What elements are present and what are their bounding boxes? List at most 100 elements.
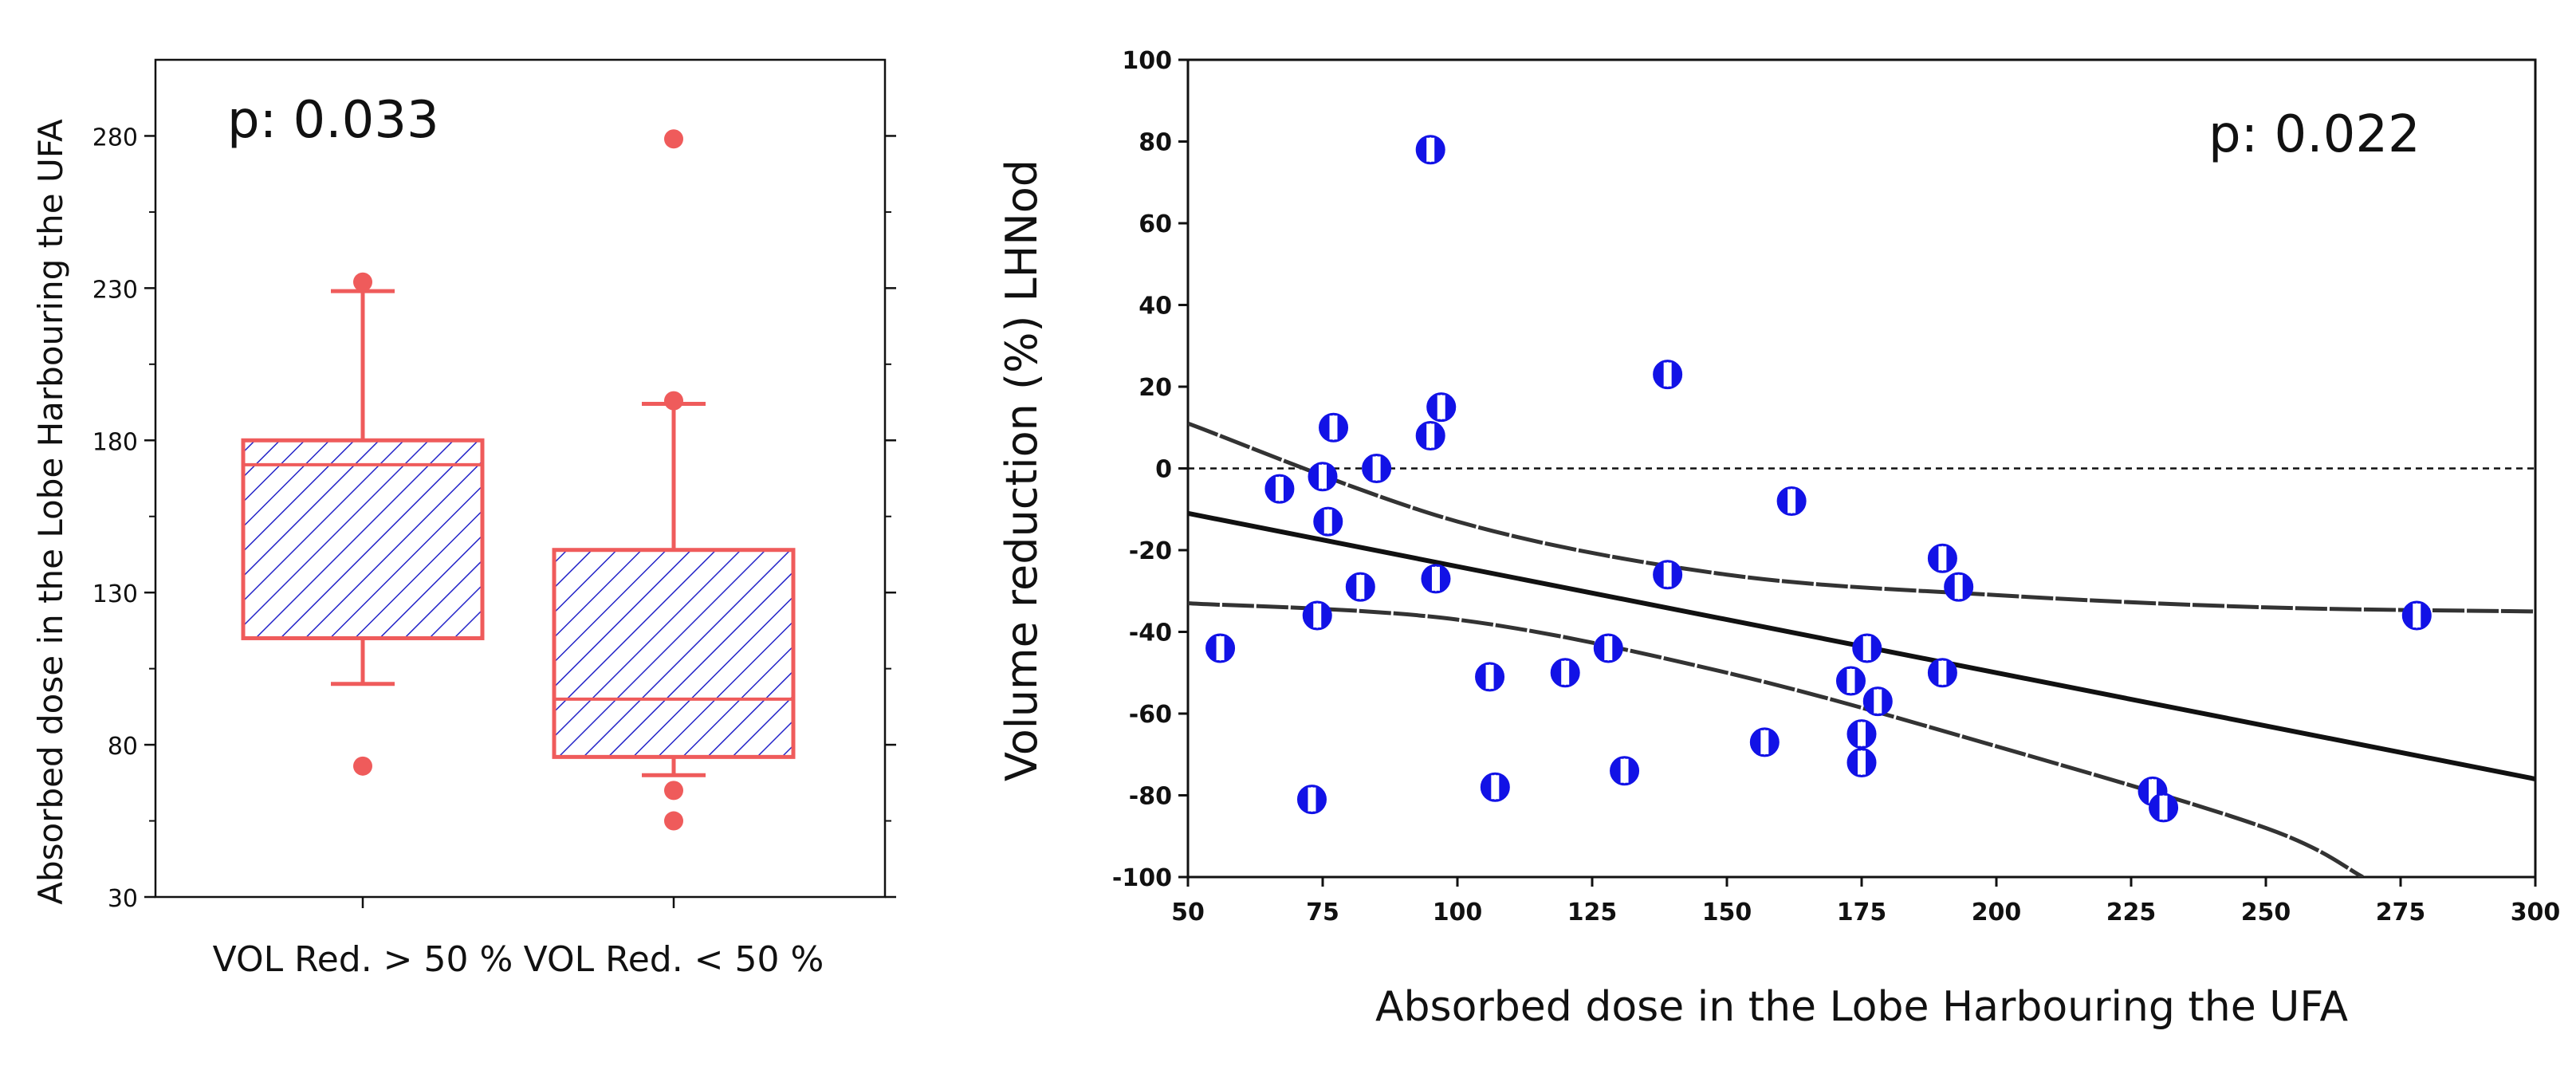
scatter-point — [1475, 662, 1505, 692]
scatter-point-fill-left — [1426, 393, 1441, 421]
scatter-point-fill-left — [1346, 573, 1360, 601]
scatter-point-highlight — [1954, 575, 1963, 600]
box-plot-box — [552, 548, 796, 759]
scatter-point-fill — [1490, 663, 1504, 690]
scatter-point-highlight — [1437, 395, 1445, 419]
box-plot-outlier-point — [664, 781, 683, 801]
scatter-point — [1653, 360, 1683, 390]
scatter-point-fill — [1323, 462, 1337, 490]
scatter-point-highlight — [1308, 787, 1316, 812]
scatter-y-tick-label: -100 — [1112, 864, 1172, 892]
scatter-point-fill-left — [1475, 663, 1489, 690]
scatter-point — [1205, 633, 1236, 663]
scatter-point-highlight — [1426, 423, 1435, 448]
scatter-point-highlight — [1862, 636, 1871, 660]
scatter-point — [1846, 748, 1877, 777]
scatter-y-tick-label: -40 — [1129, 620, 1172, 647]
scatter-point — [1302, 600, 1332, 631]
scatter-y-tick-label: 40 — [1139, 293, 1172, 321]
scatter-point-fill-left — [1847, 749, 1861, 777]
scatter-y-tick-label: -60 — [1129, 701, 1172, 729]
scatter-point — [1846, 719, 1877, 749]
box-plot-y-tick-label: 30 — [108, 885, 138, 913]
scatter-point-fill-left — [1836, 667, 1850, 694]
scatter-point-fill — [1334, 414, 1348, 442]
scatter-point-fill-left — [1481, 773, 1495, 801]
scatter-point-fill-left — [1297, 785, 1312, 813]
box-plot-outlier-point — [664, 391, 683, 411]
scatter-point-highlight — [1329, 415, 1338, 440]
box-plot-outlier-point — [664, 811, 683, 831]
scatter-x-tick-label: 75 — [1306, 899, 1339, 926]
scatter-point-fill — [1441, 393, 1456, 421]
box-plot-y-tick-label: 80 — [108, 733, 138, 761]
scatter-point-fill — [1436, 565, 1450, 592]
scatter-point — [1415, 421, 1445, 450]
scatter-x-tick-label: 200 — [1972, 899, 2022, 926]
scatter-point-fill-left — [2402, 602, 2417, 629]
box-plot-category-label: VOL Red. > 50 % — [213, 939, 513, 980]
scatter-point-fill-left — [1421, 565, 1435, 592]
scatter-y-tick-label: 60 — [1139, 210, 1172, 238]
scatter-point-highlight — [1485, 664, 1494, 689]
scatter-point-highlight — [2159, 795, 2168, 820]
scatter-point — [1653, 560, 1683, 590]
scatter-point — [1308, 462, 1338, 492]
scatter-point — [1944, 572, 1974, 602]
scatter-point-fill-left — [1264, 475, 1279, 503]
scatter-point-fill-left — [1653, 360, 1667, 388]
scatter-point-fill — [1959, 573, 1973, 601]
scatter-point-fill — [1377, 454, 1391, 482]
scatter-point-fill-left — [1847, 720, 1861, 748]
scatter-point — [1610, 756, 1640, 786]
scatter-point-fill-left — [1944, 573, 1958, 601]
box-plot-y-tick-label: 230 — [92, 276, 138, 304]
scatter-point — [1426, 392, 1457, 423]
scatter-point — [1345, 572, 1375, 602]
scatter-point-fill — [1867, 635, 1882, 662]
scatter-point — [1319, 412, 1349, 443]
scatter-point-highlight — [1323, 509, 1332, 534]
scatter-point-fill — [1496, 773, 1510, 801]
scatter-x-tick-label: 275 — [2376, 899, 2426, 926]
scatter-point-fill-left — [1594, 635, 1608, 662]
scatter-point-fill-left — [1319, 414, 1333, 442]
scatter-point-fill-left — [1313, 508, 1327, 536]
scatter-point — [1362, 454, 1392, 483]
box-plot-y-tick-label: 180 — [92, 428, 138, 456]
scatter-x-tick-label: 300 — [2511, 899, 2561, 926]
scatter-point-fill-left — [1653, 561, 1667, 588]
scatter-point-highlight — [1372, 456, 1381, 481]
scatter-point-fill-left — [2149, 793, 2163, 821]
scatter-y-tick-label: -80 — [1129, 783, 1172, 811]
scatter-x-tick-label: 175 — [1837, 899, 1887, 926]
box-plot-box — [241, 438, 485, 640]
scatter-point — [1264, 474, 1295, 504]
box-plot-y-tick-label: 130 — [92, 580, 138, 608]
scatter-point-fill-left — [1750, 728, 1764, 756]
box-plot-p-value: p: 0.033 — [227, 91, 439, 150]
scatter-point-highlight — [1787, 489, 1796, 513]
scatter-y-tick-label: 80 — [1139, 129, 1172, 157]
scatter-point-fill-left — [1308, 462, 1322, 490]
scatter-point — [1296, 785, 1327, 815]
scatter-point-fill-left — [1551, 659, 1565, 686]
scatter-point-highlight — [1216, 636, 1225, 660]
scatter-point-highlight — [1938, 546, 1947, 571]
scatter-point — [1593, 633, 1623, 663]
scatter-point-fill-left — [1416, 136, 1430, 163]
scatter-point-fill-left — [1852, 635, 1866, 662]
box-plot-outlier-point — [353, 756, 372, 776]
scatter-point-fill-left — [1610, 757, 1624, 785]
scatter-point-highlight — [2149, 779, 2157, 804]
scatter-point — [1313, 506, 1343, 537]
scatter-point-highlight — [1431, 566, 1440, 591]
scatter-point-fill — [1312, 785, 1327, 813]
scatter-point — [2149, 793, 2179, 823]
scatter-point-fill — [1280, 475, 1294, 503]
box-plot-chart: 30 80 130 180 230 280 VOL Red. > 50 % VOL Red. … — [92, 58, 896, 980]
scatter-point-fill — [1566, 659, 1580, 686]
scatter-point-fill — [1328, 508, 1343, 536]
scatter-x-tick-label: 125 — [1567, 899, 1618, 926]
